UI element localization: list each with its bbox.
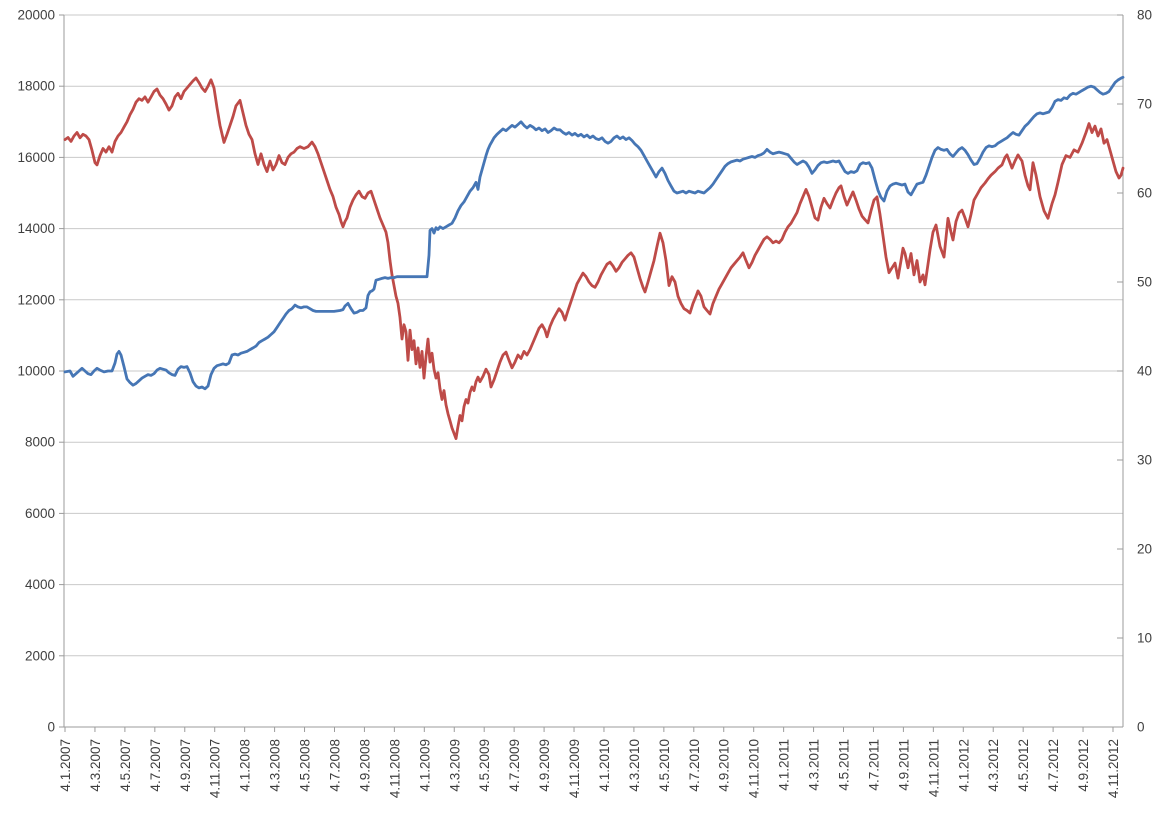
x-axis-tick-label: 4.7.2012 <box>1046 739 1061 792</box>
x-axis-tick-label: 4.1.2010 <box>597 739 612 792</box>
x-axis-tick-label: 4.11.2009 <box>567 739 582 798</box>
right-axis-tick-label: 10 <box>1137 631 1152 646</box>
x-axis-tick-label: 4.3.2012 <box>986 739 1001 792</box>
x-axis-tick-label: 4.1.2009 <box>417 739 432 792</box>
blue-right-axis-series-line <box>63 75 1125 391</box>
x-axis-tick-label: 4.3.2008 <box>268 739 283 792</box>
x-axis-tick-label: 4.7.2008 <box>327 739 342 792</box>
x-axis-tick-label: 4.5.2012 <box>1016 739 1031 792</box>
left-axis-tick-label: 18000 <box>17 79 55 94</box>
x-axis-tick-label: 4.9.2012 <box>1076 739 1091 792</box>
x-axis-tick-label: 4.5.2011 <box>837 739 852 791</box>
right-axis-tick-label: 80 <box>1137 8 1152 23</box>
x-axis-tick-label: 4.11.2012 <box>1106 739 1121 798</box>
right-axis-tick-label: 30 <box>1137 453 1152 468</box>
left-axis-tick-label: 6000 <box>25 506 55 521</box>
x-axis-tick-label: 4.1.2007 <box>58 739 73 792</box>
x-axis-tick-label: 4.11.2011 <box>926 739 941 797</box>
right-axis-tick-label: 60 <box>1137 186 1152 201</box>
x-axis-tick-label: 4.1.2008 <box>238 739 253 792</box>
left-axis-tick-label: 16000 <box>17 150 55 165</box>
x-axis-tick-label: 4.7.2010 <box>687 739 702 792</box>
x-axis-tick-label: 4.3.2009 <box>447 739 462 792</box>
left-axis-tick-label: 14000 <box>17 221 55 236</box>
x-axis-tick-label: 4.5.2007 <box>118 739 133 792</box>
left-axis-tick-label: 10000 <box>17 364 55 379</box>
x-axis-tick-label: 4.9.2011 <box>896 739 911 791</box>
x-axis-tick-label: 4.7.2007 <box>148 739 163 792</box>
x-axis-tick-label: 4.11.2008 <box>387 739 402 798</box>
left-axis-tick-label: 4000 <box>25 577 55 592</box>
x-axis-tick-label: 4.5.2009 <box>477 739 492 792</box>
x-axis-tick-label: 4.7.2011 <box>866 739 881 791</box>
x-axis-tick-label: 4.11.2007 <box>208 739 223 798</box>
x-axis-tick-label: 4.3.2010 <box>627 739 642 792</box>
x-axis-tick-label: 4.9.2008 <box>357 739 372 792</box>
right-axis-tick-label: 20 <box>1137 542 1152 557</box>
x-axis-tick-label: 4.3.2007 <box>88 739 103 792</box>
x-axis-tick-label: 4.1.2012 <box>956 739 971 792</box>
red-index-series-line <box>63 76 1125 441</box>
left-axis-tick-label: 2000 <box>25 648 55 663</box>
x-axis-tick-label: 4.9.2007 <box>178 739 193 792</box>
left-axis-tick-label: 20000 <box>17 8 55 23</box>
x-axis-tick-label: 4.1.2011 <box>777 739 792 791</box>
x-axis-tick-label: 4.9.2010 <box>717 739 732 792</box>
x-axis-tick-label: 4.5.2008 <box>298 739 313 792</box>
right-axis-tick-label: 50 <box>1137 275 1152 290</box>
x-axis-tick-label: 4.5.2010 <box>657 739 672 792</box>
left-axis-tick-label: 12000 <box>17 292 55 307</box>
left-axis-tick-label: 8000 <box>25 435 55 450</box>
x-axis-tick-label: 4.9.2009 <box>537 739 552 792</box>
left-axis-tick-label: 0 <box>47 720 55 735</box>
right-axis-tick-label: 70 <box>1137 97 1152 112</box>
x-axis-tick-label: 4.7.2009 <box>507 739 522 792</box>
right-axis-tick-label: 0 <box>1137 720 1145 735</box>
x-axis-tick-label: 4.11.2010 <box>747 739 762 798</box>
x-axis-tick-label: 4.3.2011 <box>807 739 822 791</box>
right-axis-tick-label: 40 <box>1137 364 1152 379</box>
